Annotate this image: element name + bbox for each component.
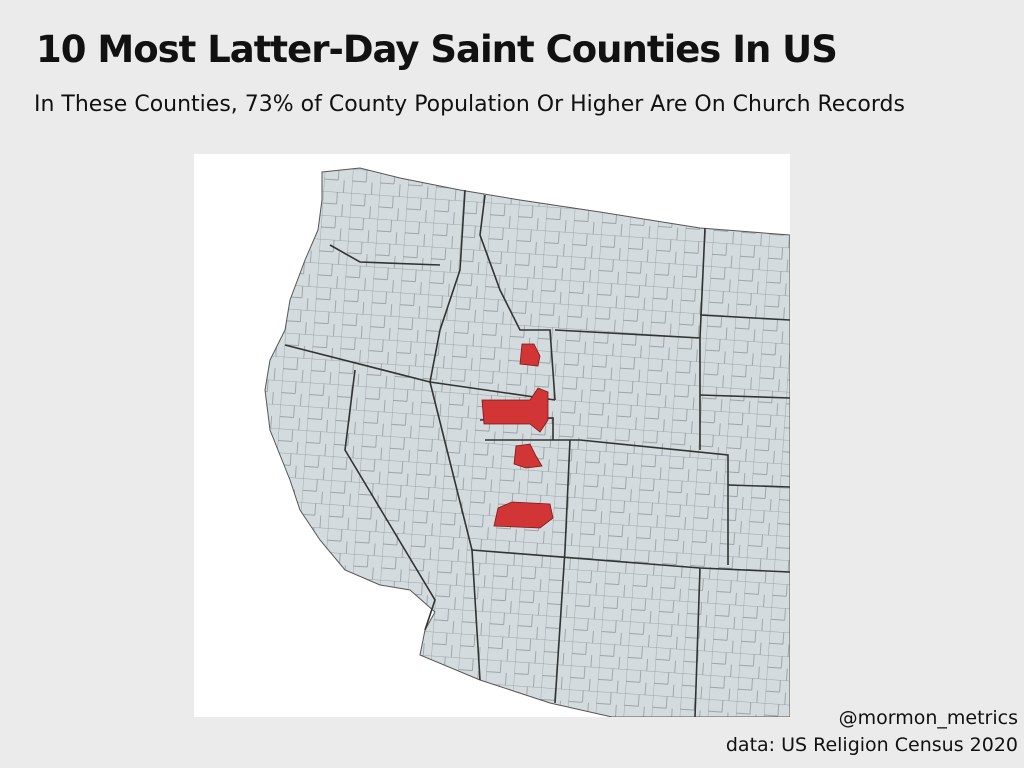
title: 10 Most Latter-Day Saint Counties In US — [36, 28, 838, 71]
source: data: US Religion Census 2020 — [725, 734, 1018, 756]
credit: @mormon_metrics — [838, 707, 1018, 729]
coastline — [264, 167, 790, 717]
land — [265, 168, 790, 717]
subtitle: In These Counties, 73% of County Populat… — [34, 92, 905, 117]
map — [194, 154, 790, 717]
state-borders — [284, 189, 790, 717]
highlighted-counties — [481, 343, 554, 529]
